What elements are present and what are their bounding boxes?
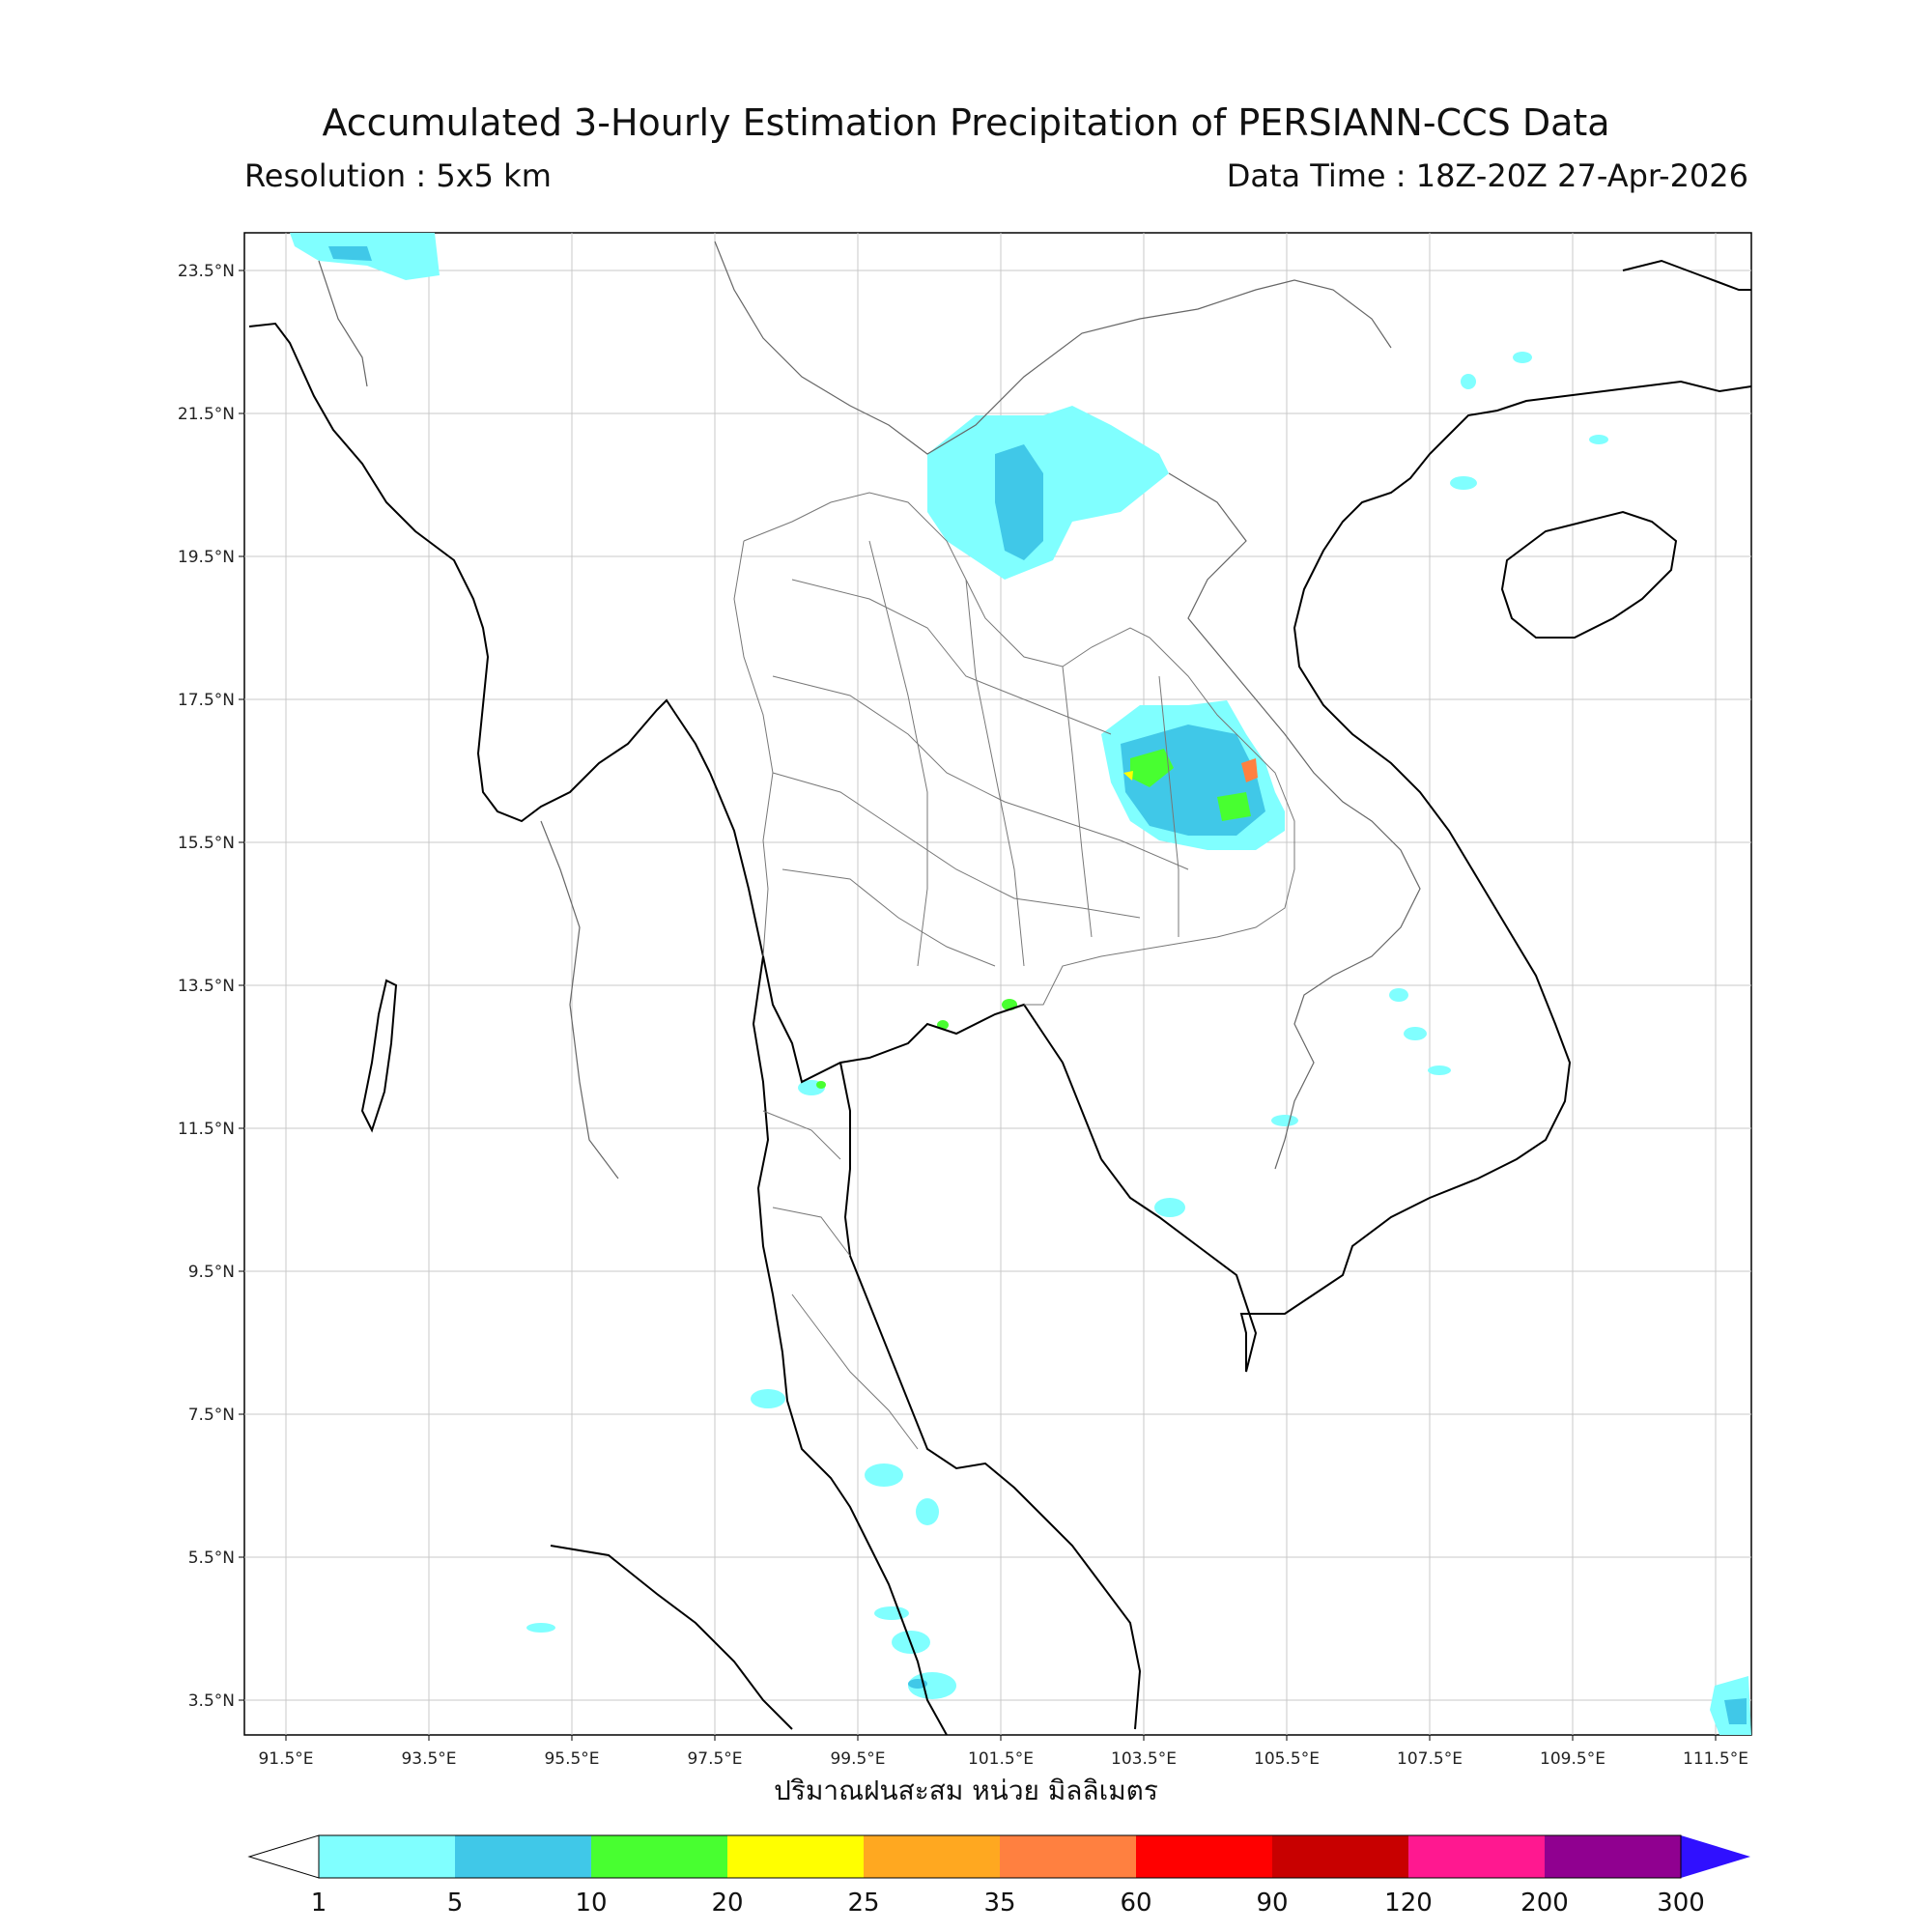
lon-tick-label: 97.5°E — [687, 1749, 742, 1769]
peninsula-west-coast — [752, 955, 904, 1624]
lat-tick-label: 15.5°N — [178, 834, 235, 853]
colorbar-tick-label: 120 — [1384, 1889, 1433, 1918]
rain-patch-north — [927, 406, 1169, 580]
rain-patch-isan-orange — [1241, 758, 1258, 782]
data-time-label: Data Time : 18Z-20Z 27-Apr-2026 — [1226, 157, 1748, 194]
rain-patch-isan-yellow — [1123, 771, 1133, 781]
lon-tick-label: 95.5°E — [544, 1749, 599, 1769]
hainan-island — [1500, 510, 1678, 639]
colorbar-tick-label: 300 — [1657, 1889, 1705, 1918]
lon-tick-label: 109.5°E — [1540, 1749, 1605, 1769]
thai-gulf-coast — [709, 772, 1102, 1160]
colorbar-segment — [1408, 1835, 1546, 1878]
country-borders — [318, 241, 1421, 1179]
lon-tick-label: 91.5°E — [258, 1749, 313, 1769]
lat-tick-label: 17.5°N — [178, 691, 235, 710]
colorbar-tick-label: 5 — [447, 1889, 464, 1918]
thailand-provinces — [733, 492, 1295, 1450]
colorbar-segment — [1545, 1835, 1682, 1878]
lon-tick-label: 105.5°E — [1254, 1749, 1320, 1769]
colorbar-tick-label: 1 — [311, 1889, 327, 1918]
rain-patches — [290, 233, 1751, 1735]
colorbar-tick-label: 10 — [575, 1889, 607, 1918]
lon-tick-label: 103.5°E — [1111, 1749, 1177, 1769]
colorbar-tick-label: 35 — [983, 1889, 1015, 1918]
lat-tick-label: 19.5°N — [178, 548, 235, 567]
colorbar-segment — [455, 1835, 592, 1878]
lon-tick-label: 93.5°E — [401, 1749, 456, 1769]
sumatra-coast — [550, 1545, 793, 1730]
colorbar-segment — [591, 1835, 728, 1878]
colorbar-tick-label: 60 — [1120, 1889, 1151, 1918]
colorbar-tick-label: 20 — [711, 1889, 743, 1918]
lon-tick-label: 111.5°E — [1683, 1749, 1748, 1769]
latitude-ticks: 23.5°N 21.5°N 19.5°N 17.5°N 15.5°N 13.5°N 11.5… — [178, 262, 244, 1711]
lat-tick-label: 9.5°N — [188, 1263, 235, 1282]
lat-tick-label: 11.5°N — [178, 1120, 235, 1139]
map-area — [243, 232, 1752, 1736]
colorbar-segment — [727, 1835, 865, 1878]
lat-tick-label: 13.5°N — [178, 977, 235, 996]
lon-tick-label: 107.5°E — [1397, 1749, 1463, 1769]
resolution-label: Resolution : 5x5 km — [244, 157, 552, 194]
colorbar: 1 5 10 20 25 35 60 90 120 200 300 — [247, 1834, 1750, 1918]
colorbar-under-arrow — [247, 1834, 320, 1879]
gridlines — [244, 233, 1751, 1735]
peninsula-east-coast — [839, 1062, 1142, 1730]
lat-tick-label: 23.5°N — [178, 262, 235, 281]
malay-west-coast — [902, 1622, 948, 1736]
cambodia-vietnam-coast — [1100, 380, 1752, 1373]
rain-patch-isan-green-1 — [1130, 749, 1174, 787]
colorbar-tick-label: 25 — [847, 1889, 879, 1918]
map-title: Accumulated 3-Hourly Estimation Precipit… — [322, 101, 1610, 144]
colorbar-segment — [319, 1835, 456, 1878]
colorbar-segment — [1272, 1835, 1409, 1878]
rain-patch-isan-green-2 — [1217, 792, 1251, 821]
lat-tick-label: 5.5°N — [188, 1548, 235, 1568]
colorbar-over-arrow — [1681, 1835, 1750, 1878]
rain-patch-north-core — [995, 444, 1043, 560]
rain-patch-southeast-core — [1724, 1698, 1747, 1724]
colorbar-segment — [1136, 1835, 1273, 1878]
xaxis-caption: ปริมาณฝนสะสม หน่วย มิลลิเมตร — [774, 1775, 1158, 1806]
longitude-ticks: 91.5°E 93.5°E 95.5°E 97.5°E 99.5°E 101.5°E 103… — [258, 1735, 1748, 1769]
colorbar-tick-label: 90 — [1256, 1889, 1288, 1918]
colorbar-segment — [1000, 1835, 1137, 1878]
coastlines-borders — [248, 259, 1752, 1736]
bay-of-bengal-coast — [248, 322, 711, 823]
colorbar-tick-label: 200 — [1520, 1889, 1569, 1918]
lat-tick-label: 7.5°N — [188, 1406, 235, 1425]
lat-tick-label: 21.5°N — [178, 405, 235, 424]
lat-tick-label: 3.5°N — [188, 1691, 235, 1711]
lon-tick-label: 99.5°E — [830, 1749, 885, 1769]
lon-tick-label: 101.5°E — [968, 1749, 1034, 1769]
rain-patch-northwest-core — [328, 246, 372, 261]
colorbar-segment — [864, 1835, 1001, 1878]
china-coast-north — [1622, 259, 1751, 291]
andaman-island — [360, 979, 398, 1133]
